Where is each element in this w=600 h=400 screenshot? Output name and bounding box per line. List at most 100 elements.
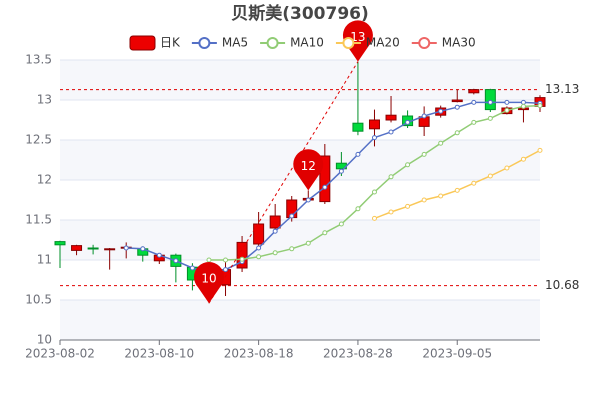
legend-label: MA5 (222, 36, 248, 50)
ma-point (471, 180, 477, 186)
ma-point (239, 256, 245, 262)
legend-item[interactable]: MA10 (260, 36, 324, 50)
candle-body (54, 241, 66, 246)
candle-body (269, 215, 281, 229)
ma-point (471, 119, 477, 125)
marker-label: 12 (301, 159, 316, 173)
ma-point (223, 267, 229, 273)
ma-point (504, 165, 510, 171)
x-tick-label: 2023-08-28 (323, 347, 393, 361)
ma-point (272, 250, 278, 256)
candle-body (368, 119, 380, 130)
ma-point (371, 215, 377, 221)
ma-point (421, 151, 427, 157)
ma-point (272, 228, 278, 234)
y-tick-label: 10.5 (25, 293, 52, 307)
ma-point (487, 99, 493, 105)
ma-point (504, 99, 510, 105)
ma-point (438, 108, 444, 114)
ma-point (438, 193, 444, 199)
ma-point (256, 245, 262, 251)
ma-point (289, 213, 295, 219)
ma-point (405, 203, 411, 209)
y-tick-label: 13 (37, 93, 52, 107)
split-area (60, 300, 540, 340)
ma-point (206, 257, 212, 263)
ma-point (388, 174, 394, 180)
ma-point (388, 209, 394, 215)
ma-point (421, 113, 427, 119)
x-tick-label: 2023-08-10 (124, 347, 194, 361)
candle-body (253, 223, 265, 245)
ma-point (438, 140, 444, 146)
ma-point (454, 130, 460, 136)
legend-item[interactable]: MA5 (191, 36, 248, 50)
chart-title: 贝斯美(300796) (231, 3, 369, 24)
y-tick-label: 12.5 (25, 133, 52, 147)
ma-point (322, 230, 328, 236)
ma-point (305, 240, 311, 246)
candle-body (468, 89, 480, 94)
legend-icon (198, 37, 211, 49)
candle-body (484, 89, 496, 111)
marker-pin (193, 262, 224, 304)
legend-icon (266, 37, 279, 49)
ma-point (537, 147, 543, 153)
legend-icon (129, 35, 156, 51)
split-area (60, 60, 540, 100)
x-tick-label: 2023-08-18 (224, 347, 294, 361)
ma-point (189, 265, 195, 271)
ma-point (405, 119, 411, 125)
ma-point (371, 135, 377, 141)
y-tick-label: 12 (37, 173, 52, 187)
ma-point (454, 104, 460, 110)
ma-point (487, 173, 493, 179)
ma-point (355, 206, 361, 212)
ma-point (388, 129, 394, 135)
split-area (60, 220, 540, 260)
ma-point (504, 107, 510, 113)
trend-line (208, 61, 359, 304)
ma-point (338, 221, 344, 227)
ma-point (140, 246, 146, 252)
ma-point (520, 103, 526, 109)
legend-item[interactable]: 日K (129, 35, 181, 51)
legend-label: MA10 (290, 36, 324, 50)
marker-pin (342, 20, 373, 62)
ma-point (223, 257, 229, 263)
candle-body (352, 122, 364, 132)
candle-body (71, 245, 83, 251)
ma-point (156, 252, 162, 258)
candle-body (87, 247, 99, 250)
ma-point (305, 197, 311, 203)
candle-body (104, 248, 116, 251)
candle-body (451, 99, 463, 103)
y-tick-label: 13.5 (25, 53, 52, 67)
legend-label: 日K (160, 36, 181, 50)
ma-point (371, 189, 377, 195)
candle-body (236, 241, 248, 269)
ma-point (405, 162, 411, 168)
x-tick-label: 2023-08-02 (25, 347, 95, 361)
ma-point (338, 168, 344, 174)
y-tick-label: 11 (37, 253, 52, 267)
candle-body (319, 155, 331, 203)
ma-point (123, 245, 129, 251)
ma-point (322, 184, 328, 190)
ma-point (173, 258, 179, 264)
ma-point (487, 115, 493, 121)
ma-point (520, 156, 526, 162)
ma-point (289, 246, 295, 252)
candle-body (385, 114, 397, 121)
legend-label: MA30 (442, 36, 476, 50)
marker-pin (293, 149, 324, 191)
legend-item[interactable]: MA30 (411, 36, 476, 50)
marker-label: 10 (201, 272, 216, 286)
ma-point (256, 254, 262, 260)
legend-item[interactable]: MA20 (335, 36, 400, 50)
ma-line (126, 101, 541, 273)
y-tick-label: 10 (37, 333, 52, 347)
marker-label: 13 (350, 30, 365, 44)
mark-line-label: 13.13 (545, 82, 579, 96)
